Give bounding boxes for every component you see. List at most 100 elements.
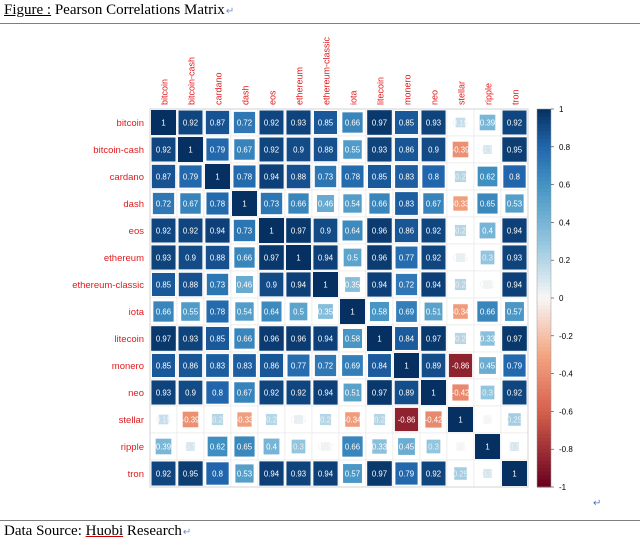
cell-value-label: 0.8	[212, 470, 223, 479]
cell-value-fill	[341, 165, 364, 188]
cell-value-label: 0.54	[345, 200, 361, 209]
colorbar-segment	[537, 279, 551, 284]
cell-value-label: 0.86	[183, 362, 198, 371]
cell-value-label: 0.97	[156, 335, 171, 344]
cell-value-fill	[318, 304, 333, 319]
cell-value-fill	[454, 467, 467, 480]
cell-value-fill	[477, 166, 498, 187]
cell-value-label: 0.66	[156, 308, 171, 317]
cell-value-fill	[206, 138, 229, 161]
cell-value-fill	[394, 110, 419, 135]
cell-value-label: 1	[377, 335, 381, 344]
cell-value-fill	[286, 164, 311, 189]
paragraph-mark-icon: ↵	[593, 498, 602, 509]
cell-value-label: 0.58	[372, 308, 387, 317]
cell-value-fill	[234, 436, 255, 457]
cell-value-label: 0.9	[185, 254, 196, 263]
cell-value-label: 0.85	[156, 362, 172, 371]
cell-value-fill	[479, 222, 496, 239]
colorbar-segment	[537, 460, 551, 465]
cell-value-fill	[454, 224, 467, 237]
colorbar-segment	[537, 407, 551, 412]
cell-value-fill	[178, 137, 203, 162]
cell-value-fill	[206, 381, 229, 404]
cell-value-fill	[178, 218, 203, 243]
cell-value-fill	[421, 272, 446, 297]
column-label: bitcoin-cash	[187, 57, 197, 105]
paragraph-mark-icon: ↵	[182, 527, 192, 538]
cell-value-fill	[424, 302, 443, 321]
cell-value-label: 0.93	[372, 146, 387, 155]
cell-value-label: 0.2	[455, 335, 466, 344]
cell-value-fill	[155, 438, 172, 455]
cell-value-fill	[151, 380, 176, 405]
cell-value-fill	[233, 111, 256, 134]
colorbar-tick-label: 1	[559, 105, 564, 114]
cell-value-fill	[342, 220, 363, 241]
colorbar-tick-label: -1	[559, 483, 567, 492]
colorbar-segment	[537, 313, 551, 318]
colorbar-segment	[537, 475, 551, 480]
cell-value-label: 0.88	[291, 173, 306, 182]
cell-value-fill	[234, 139, 255, 160]
cell-value-label: 0.2	[212, 416, 223, 425]
row-label: litecoin	[114, 334, 144, 345]
cell-value-label: 0.1	[482, 146, 493, 155]
cell-value-fill	[319, 413, 332, 426]
cell-value-fill	[372, 439, 387, 454]
cell-value-label: 0.93	[156, 389, 171, 398]
cell-value-label: 0.67	[183, 200, 198, 209]
colorbar-segment	[537, 233, 551, 239]
cell-value-fill	[234, 382, 255, 403]
source-caption: Data Source: Huobi Research↵	[4, 523, 191, 540]
cell-value-label: 0.78	[345, 173, 360, 182]
cell-value-label: 0.83	[399, 173, 414, 182]
cell-value-label: 0.1	[482, 470, 493, 479]
cell-value-fill	[340, 299, 365, 324]
cell-value-fill	[286, 380, 311, 405]
cell-value-label: 0.64	[345, 227, 361, 236]
bottom-rule	[0, 520, 640, 521]
cell-value-label: 0.67	[237, 146, 252, 155]
cell-value-fill	[294, 415, 303, 424]
cell-value-fill	[345, 277, 360, 292]
cell-value-fill	[178, 245, 203, 270]
cell-value-fill	[259, 272, 284, 297]
cell-value-fill	[452, 384, 469, 401]
cell-value-fill	[502, 380, 527, 405]
cell-value-fill	[237, 412, 252, 427]
colorbar-segment	[537, 350, 551, 356]
colorbar-segment	[537, 396, 551, 401]
cell-value-label: 1	[242, 200, 246, 209]
cell-value-label: 0.83	[210, 362, 225, 371]
row-label: stellar	[119, 415, 144, 426]
cell-value-label: 0.57	[507, 308, 522, 317]
cell-value-fill	[206, 300, 229, 323]
colorbar-segment	[537, 430, 551, 435]
cell-value-label: 0.92	[264, 146, 279, 155]
cell-value-fill	[178, 272, 203, 297]
cell-value-label: 0.8	[212, 389, 223, 398]
colorbar-segment	[537, 222, 551, 227]
cell-value-fill	[313, 218, 338, 243]
colorbar-segment	[537, 422, 551, 428]
cell-value-fill	[206, 273, 229, 296]
cell-value-fill	[394, 353, 419, 378]
cell-value-fill	[510, 442, 519, 451]
cell-value-fill	[502, 137, 527, 162]
cell-value-fill	[421, 461, 446, 486]
cell-value-fill	[455, 117, 466, 128]
cell-value-fill	[286, 461, 311, 486]
cell-value-label: 0.62	[210, 443, 225, 452]
cell-value-label: 0.92	[264, 389, 279, 398]
cell-value-fill	[502, 272, 527, 297]
cell-value-label: 0.53	[507, 200, 522, 209]
cell-value-fill	[286, 218, 311, 243]
cell-value-label: 0.1	[185, 443, 196, 452]
cell-value-label: 1	[512, 470, 516, 479]
cell-value-fill	[421, 218, 446, 243]
cell-value-label: 0.92	[156, 470, 171, 479]
cell-value-label: -0.34	[452, 308, 470, 317]
cell-value-label: 0.97	[372, 119, 387, 128]
cell-value-label: 0.72	[237, 119, 252, 128]
